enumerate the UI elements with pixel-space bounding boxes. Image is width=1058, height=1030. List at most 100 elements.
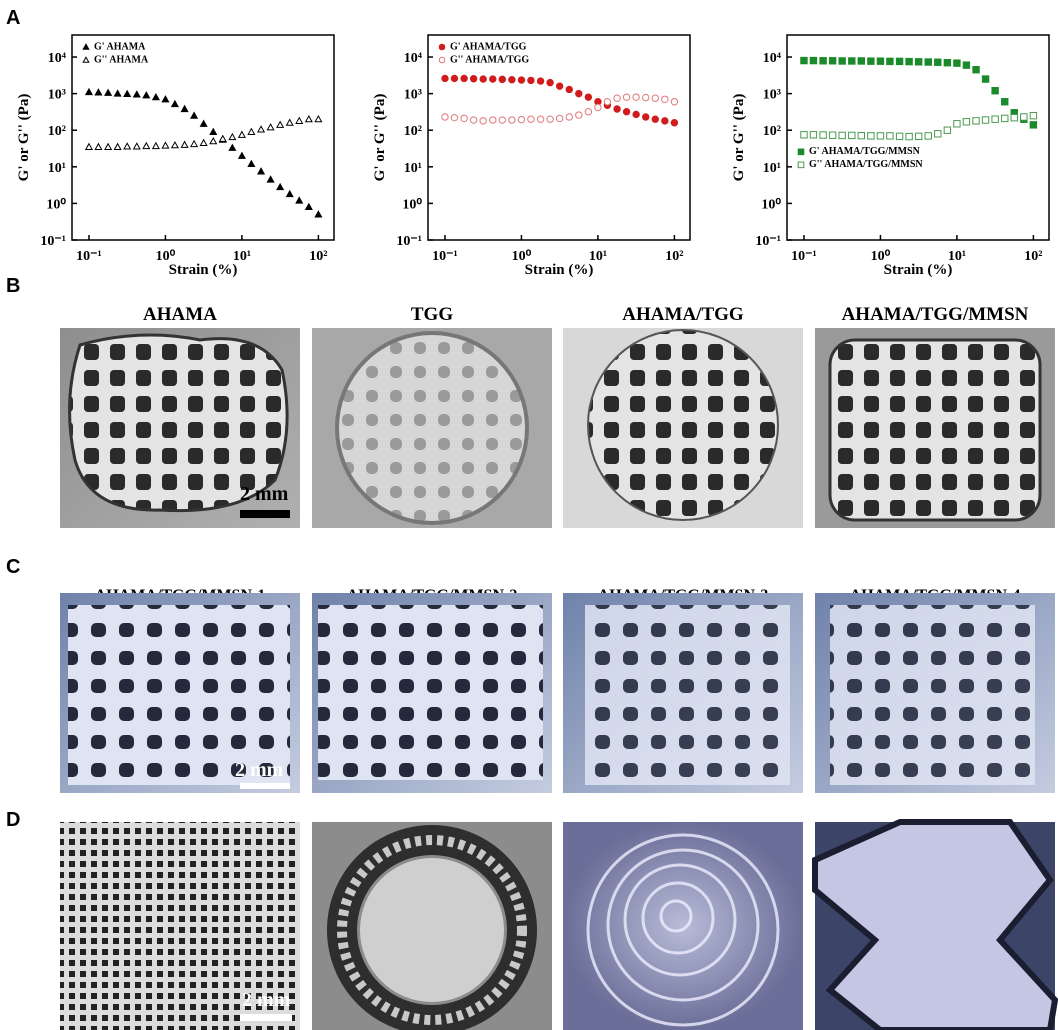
data-point: [239, 132, 245, 138]
data-point: [925, 133, 931, 139]
scale-bar-label: 2 mm: [240, 483, 289, 505]
y-axis-label: G' or G'' (Pa): [731, 94, 747, 182]
y-axis-label: G' or G'' (Pa): [16, 94, 32, 182]
data-point: [915, 133, 921, 139]
scaffold: [68, 605, 290, 785]
data-point: [287, 120, 293, 126]
data-point: [671, 120, 677, 126]
scaffold: [830, 605, 1035, 785]
data-point: [134, 143, 140, 149]
data-point: [248, 129, 254, 135]
data-point: [499, 76, 505, 82]
data-point: [181, 106, 187, 112]
data-point: [518, 116, 524, 122]
data-point: [820, 58, 826, 64]
data-point: [528, 77, 534, 83]
data-point: [906, 133, 912, 139]
chart: 10⁻¹10⁰10¹10²10⁻¹10⁰10¹10²10³10⁴Strain (…: [16, 35, 334, 278]
data-point: [239, 153, 245, 159]
data-point: [944, 60, 950, 66]
data-point: [296, 197, 302, 203]
data-point: [162, 142, 168, 148]
data-point: [248, 161, 254, 167]
x-axis-label: Strain (%): [884, 262, 953, 278]
data-point: [585, 109, 591, 115]
data-point: [124, 91, 130, 97]
data-point: [1021, 114, 1027, 120]
panel-label: A: [6, 7, 20, 29]
panel-label: C: [6, 556, 20, 578]
data-point: [229, 134, 235, 140]
data-point: [858, 58, 864, 64]
data-point: [306, 116, 312, 122]
data-point: [143, 143, 149, 149]
scaffold: [318, 605, 543, 780]
data-point: [915, 59, 921, 65]
data-point: [267, 124, 273, 130]
data-point: [153, 143, 159, 149]
data-point: [643, 94, 649, 100]
data-point: [662, 96, 668, 102]
legend-label: G'' AHAMA/TGG: [450, 54, 529, 65]
data-point: [172, 142, 178, 148]
photo-title: TGG: [411, 304, 453, 325]
data-point: [671, 99, 677, 105]
data-point: [518, 77, 524, 83]
data-point: [547, 116, 553, 122]
data-point: [480, 118, 486, 124]
data-point: [896, 133, 902, 139]
data-point: [829, 58, 835, 64]
y-tick-label: 10³: [404, 88, 422, 103]
data-point: [604, 99, 610, 105]
y-tick-label: 10⁰: [761, 197, 781, 212]
data-point: [153, 94, 159, 100]
data-point: [287, 191, 293, 197]
data-point: [944, 127, 950, 133]
data-point: [810, 132, 816, 138]
scale-bar-label: 2 mm: [242, 989, 291, 1011]
x-tick-label: 10⁻¹: [791, 249, 817, 264]
data-point: [134, 91, 140, 97]
data-point: [114, 90, 120, 96]
data-point: [220, 136, 226, 142]
data-point: [277, 184, 283, 190]
data-point: [868, 133, 874, 139]
data-point: [528, 116, 534, 122]
scaffold: [585, 605, 790, 785]
data-point: [877, 133, 883, 139]
data-point: [461, 75, 467, 81]
legend-marker: [83, 44, 89, 49]
photo-title: AHAMA/TGG/MMSN: [842, 304, 1029, 325]
data-point: [95, 144, 101, 150]
y-tick-label: 10⁻¹: [396, 234, 422, 249]
panel-b: AHAMA TGG AHAMA/TGG AHAMA/TGG/MMSN 2 mm: [60, 304, 1055, 528]
scale-bar: [240, 783, 290, 789]
plot-frame: [428, 35, 690, 240]
data-point: [954, 121, 960, 127]
panel-label: B: [6, 275, 20, 297]
data-point: [963, 119, 969, 125]
data-point: [105, 144, 111, 150]
data-point: [576, 112, 582, 118]
data-point: [839, 132, 845, 138]
data-point: [829, 132, 835, 138]
y-tick-label: 10⁻¹: [755, 234, 781, 249]
data-point: [556, 83, 562, 89]
data-point: [191, 141, 197, 147]
x-tick-label: 10²: [309, 249, 327, 264]
data-point: [490, 76, 496, 82]
scaffold: [337, 333, 527, 523]
legend-marker: [439, 44, 445, 50]
data-point: [470, 117, 476, 123]
legend-label: G'' AHAMA/TGG/MMSN: [809, 159, 923, 170]
data-point: [191, 112, 197, 118]
data-point: [114, 144, 120, 150]
data-point: [480, 76, 486, 82]
data-point: [95, 89, 101, 95]
data-point: [963, 62, 969, 68]
data-point: [86, 89, 92, 95]
data-point: [315, 211, 321, 217]
data-point: [576, 90, 582, 96]
data-point: [461, 115, 467, 121]
